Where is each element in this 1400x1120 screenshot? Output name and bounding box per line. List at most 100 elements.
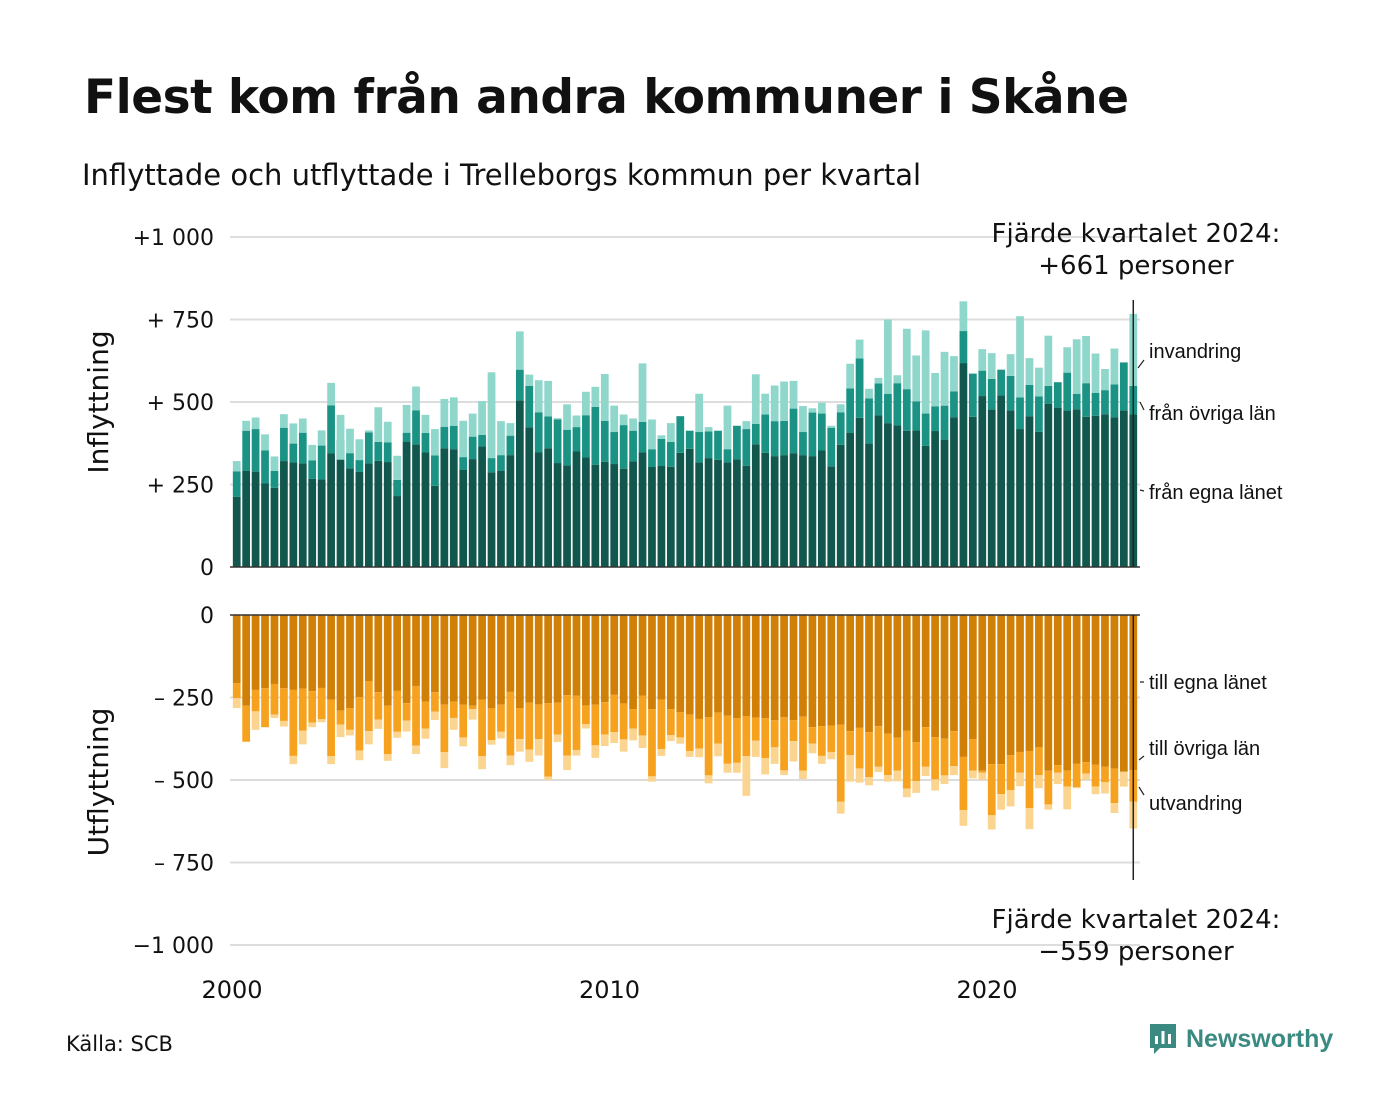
bar-till-ovriga-lan bbox=[846, 731, 855, 756]
bar-fran-egna-lanet bbox=[629, 461, 637, 567]
bar-till-ovriga-lan bbox=[733, 718, 741, 763]
bar-fran-ovriga-lan bbox=[402, 432, 411, 442]
label-leader bbox=[1138, 786, 1145, 796]
bar-till-ovriga-lan bbox=[251, 689, 260, 712]
bar-invandring bbox=[355, 439, 364, 461]
bar-fran-egna-lanet bbox=[289, 462, 298, 567]
bar-fran-egna-lanet bbox=[431, 485, 439, 567]
bar-utvandring bbox=[761, 758, 770, 775]
bar-invandring bbox=[289, 423, 298, 444]
bar-fran-ovriga-lan bbox=[449, 425, 458, 450]
bar-fran-egna-lanet bbox=[638, 452, 647, 567]
bar-fran-egna-lanet bbox=[950, 417, 958, 567]
bar-till-egna-lanet bbox=[364, 615, 373, 681]
bar-fran-ovriga-lan bbox=[884, 393, 892, 424]
bar-fran-ovriga-lan bbox=[308, 460, 317, 479]
bar-fran-egna-lanet bbox=[770, 456, 779, 567]
bar-till-egna-lanet bbox=[1016, 615, 1024, 752]
bar-invandring bbox=[1110, 348, 1119, 385]
bar-till-egna-lanet bbox=[733, 615, 741, 719]
bar-fran-ovriga-lan bbox=[544, 416, 553, 449]
y-tick-label: −1 000 bbox=[133, 934, 214, 959]
bar-till-ovriga-lan bbox=[261, 688, 269, 728]
source-note: Källa: SCB bbox=[66, 1032, 173, 1056]
bar-utvandring bbox=[978, 772, 987, 780]
bar-till-ovriga-lan bbox=[270, 683, 279, 715]
bar-fran-ovriga-lan bbox=[912, 401, 921, 431]
bar-till-egna-lanet bbox=[685, 615, 694, 715]
series-label: utvandring bbox=[1149, 793, 1242, 815]
bar-fran-egna-lanet bbox=[931, 431, 939, 567]
bar-till-ovriga-lan bbox=[799, 716, 807, 771]
bar-fran-egna-lanet bbox=[449, 449, 458, 567]
bar-utvandring bbox=[1006, 790, 1015, 807]
bar-utvandring bbox=[770, 747, 779, 764]
bar-utvandring bbox=[968, 770, 977, 779]
bar-till-egna-lanet bbox=[298, 615, 307, 689]
bar-till-egna-lanet bbox=[459, 615, 468, 705]
bar-fran-egna-lanet bbox=[1025, 416, 1034, 567]
bar-till-ovriga-lan bbox=[497, 704, 505, 732]
bar-till-egna-lanet bbox=[1072, 615, 1081, 764]
bar-fran-ovriga-lan bbox=[553, 419, 562, 464]
bar-fran-ovriga-lan bbox=[789, 408, 798, 454]
bar-fran-egna-lanet bbox=[393, 496, 402, 567]
bar-fran-egna-lanet bbox=[657, 466, 666, 567]
bar-till-egna-lanet bbox=[449, 615, 458, 702]
bar-till-egna-lanet bbox=[327, 615, 335, 700]
bar-till-egna-lanet bbox=[987, 615, 996, 765]
bar-utvandring bbox=[1119, 771, 1128, 787]
bar-till-egna-lanet bbox=[695, 615, 704, 719]
bar-fran-ovriga-lan bbox=[657, 438, 666, 467]
bar-utvandring bbox=[364, 731, 373, 745]
bar-fran-egna-lanet bbox=[553, 463, 562, 567]
bar-till-egna-lanet bbox=[563, 615, 571, 696]
bar-fran-egna-lanet bbox=[346, 468, 354, 567]
bar-fran-ovriga-lan bbox=[619, 425, 628, 469]
bar-fran-egna-lanet bbox=[544, 448, 553, 567]
bar-till-ovriga-lan bbox=[298, 688, 307, 731]
bar-fran-egna-lanet bbox=[799, 455, 807, 567]
bar-fran-ovriga-lan bbox=[610, 432, 619, 465]
bar-fran-ovriga-lan bbox=[1091, 392, 1100, 416]
bar-utvandring bbox=[421, 728, 430, 739]
bar-fran-egna-lanet bbox=[1072, 409, 1081, 567]
bar-fran-egna-lanet bbox=[355, 471, 364, 567]
bar-till-ovriga-lan bbox=[364, 681, 373, 732]
bar-invandring bbox=[383, 421, 392, 443]
bar-till-egna-lanet bbox=[968, 615, 977, 740]
bar-utvandring bbox=[902, 788, 911, 798]
bar-till-ovriga-lan bbox=[1091, 764, 1100, 787]
bar-till-egna-lanet bbox=[902, 615, 911, 731]
bar-till-egna-lanet bbox=[232, 615, 241, 684]
bar-till-ovriga-lan bbox=[582, 705, 590, 725]
bar-invandring bbox=[789, 380, 798, 409]
bar-utvandring bbox=[251, 711, 260, 730]
bar-fran-egna-lanet bbox=[921, 445, 930, 567]
bar-fran-egna-lanet bbox=[666, 466, 675, 567]
bar-fran-ovriga-lan bbox=[364, 432, 373, 464]
bar-utvandring bbox=[1035, 775, 1043, 789]
bar-utvandring bbox=[751, 740, 760, 757]
bar-till-ovriga-lan bbox=[1101, 766, 1109, 783]
bar-till-ovriga-lan bbox=[770, 720, 779, 748]
bar-till-ovriga-lan bbox=[289, 689, 298, 756]
bar-invandring bbox=[525, 374, 534, 386]
bar-fran-ovriga-lan bbox=[931, 406, 939, 432]
bar-till-egna-lanet bbox=[402, 615, 411, 704]
bar-till-ovriga-lan bbox=[789, 720, 798, 742]
bar-fran-egna-lanet bbox=[251, 471, 260, 567]
bar-utvandring bbox=[383, 754, 392, 761]
bar-fran-ovriga-lan bbox=[751, 423, 760, 445]
chart-subtitle: Inflyttade och utflyttade i Trelleborgs … bbox=[82, 158, 922, 192]
bar-invandring bbox=[619, 414, 628, 426]
bar-fran-ovriga-lan bbox=[440, 426, 449, 449]
bar-fran-ovriga-lan bbox=[808, 412, 817, 457]
bar-utvandring bbox=[685, 750, 694, 757]
bar-fran-ovriga-lan bbox=[921, 413, 930, 446]
bar-invandring bbox=[600, 373, 609, 421]
bar-fran-egna-lanet bbox=[940, 439, 949, 567]
bar-till-ovriga-lan bbox=[874, 726, 883, 767]
bar-fran-egna-lanet bbox=[912, 430, 921, 567]
bar-utvandring bbox=[1025, 808, 1034, 830]
